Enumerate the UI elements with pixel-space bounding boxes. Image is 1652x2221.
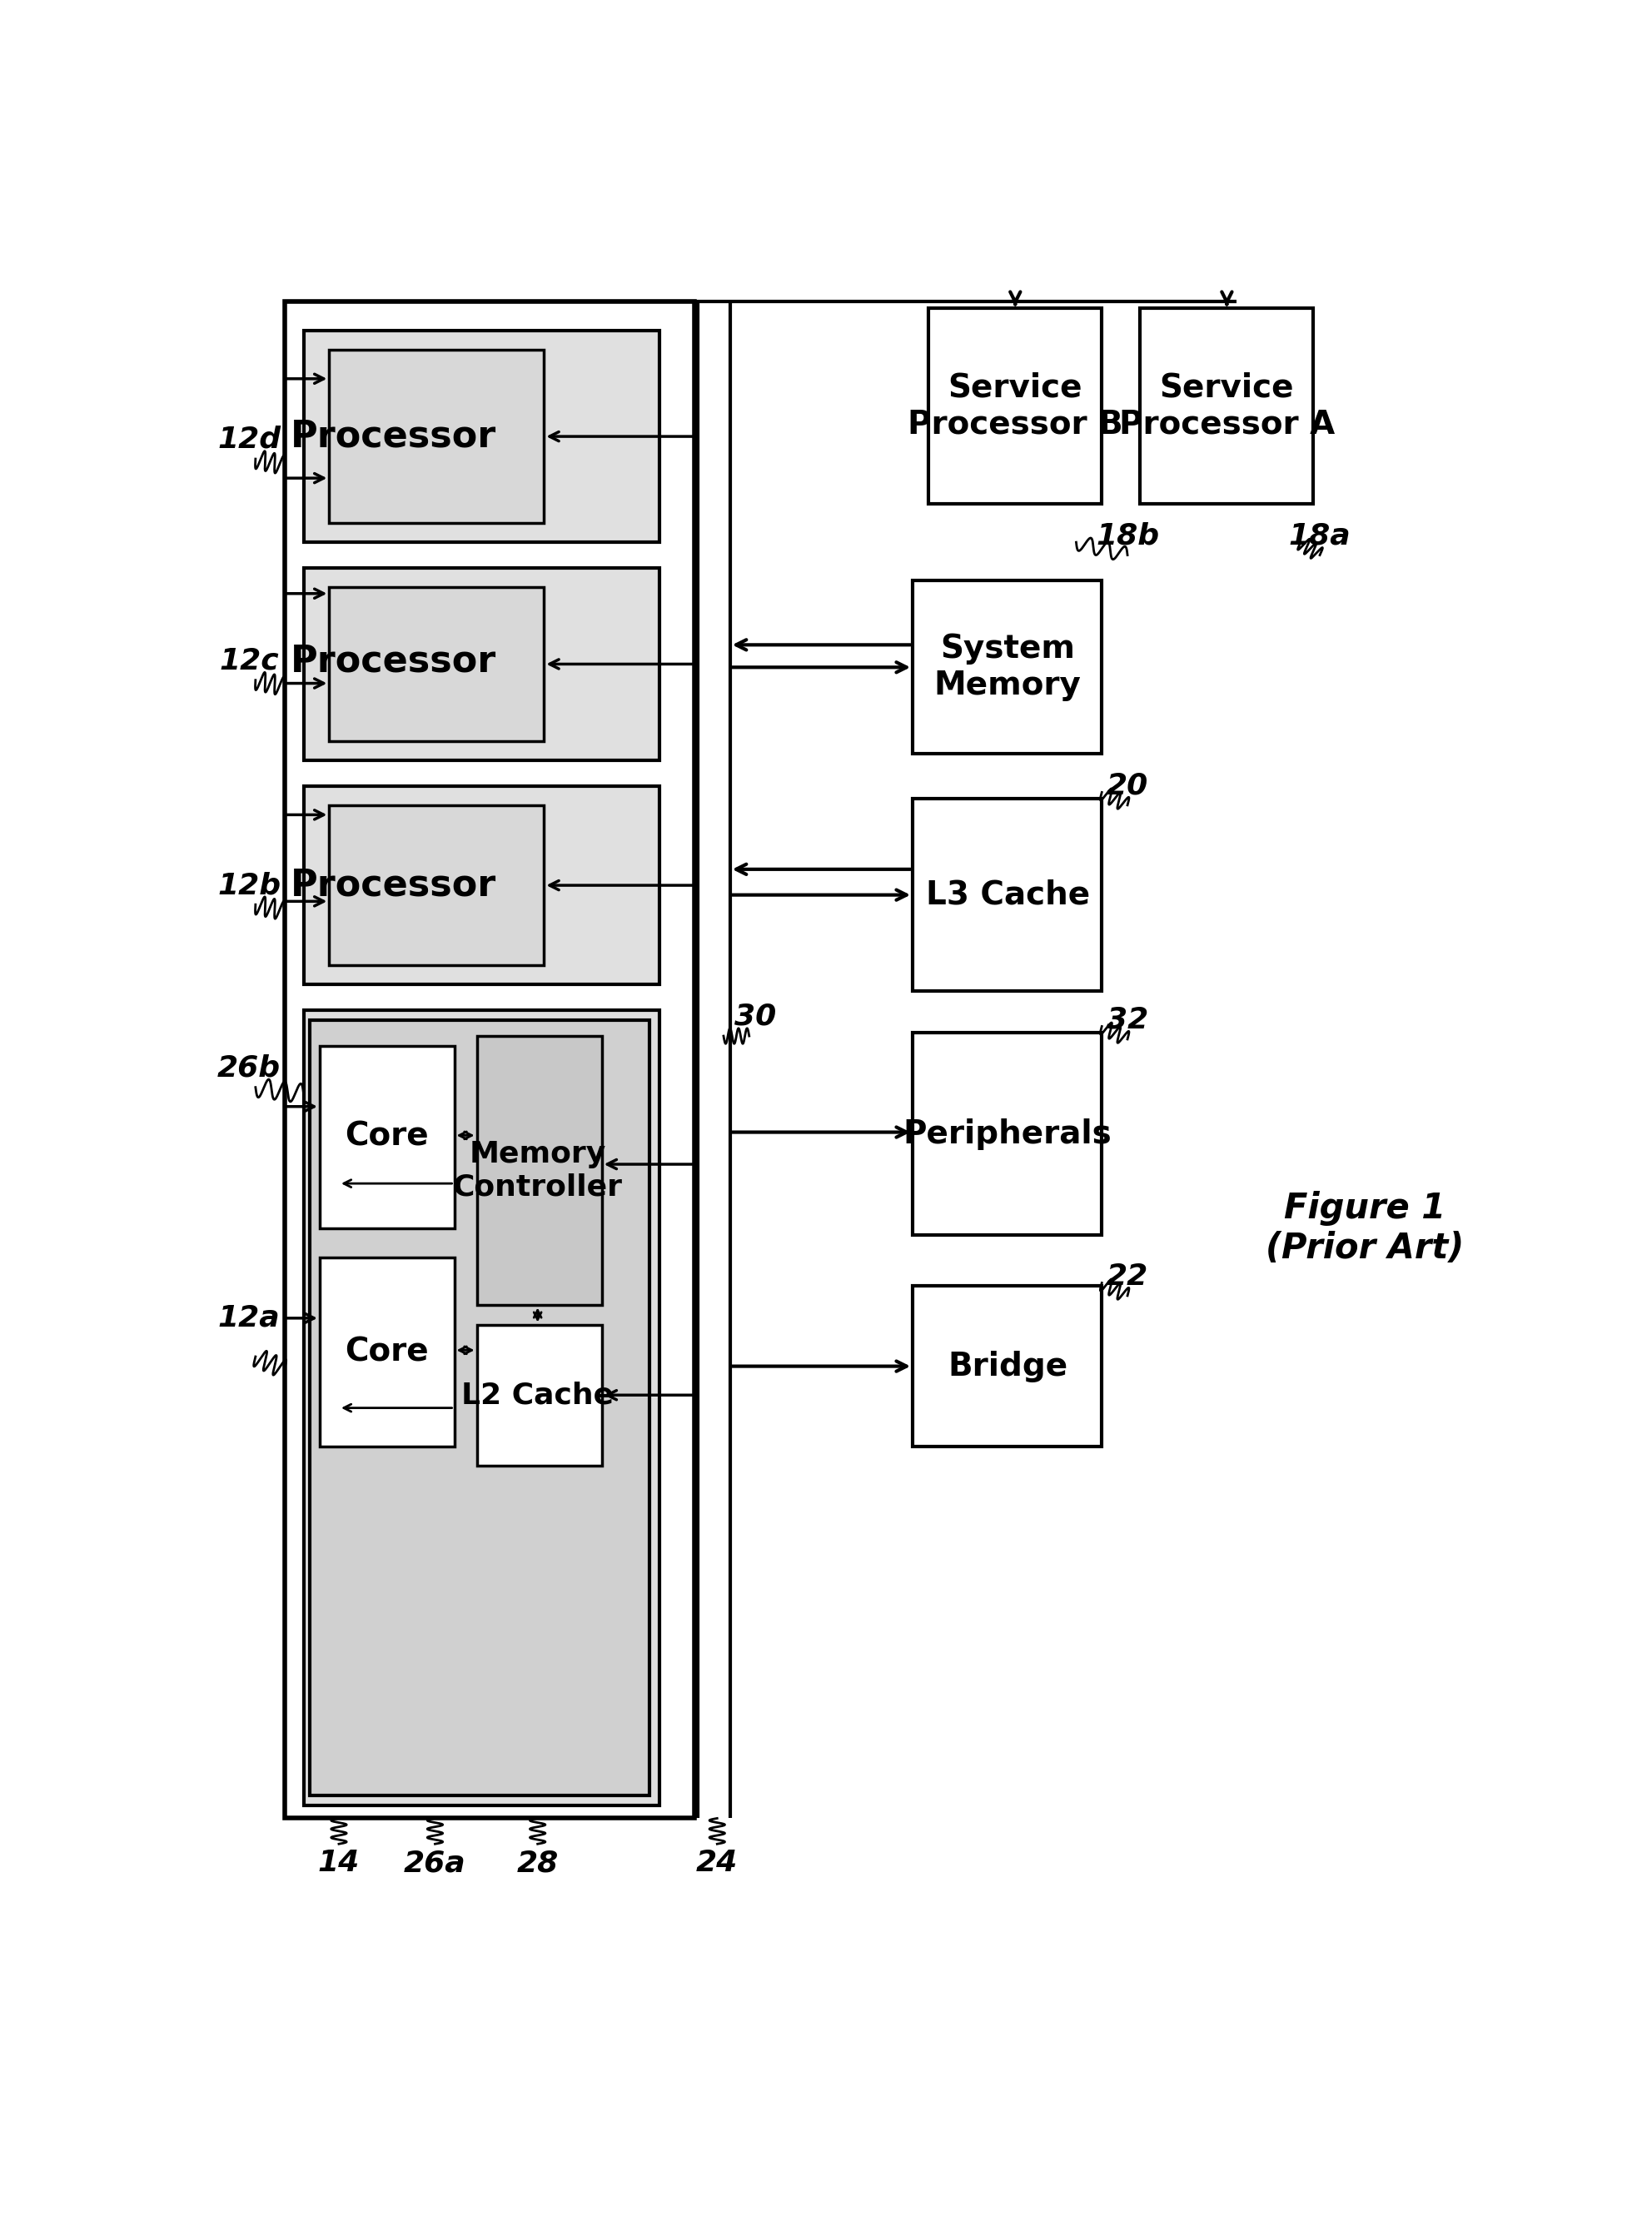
Text: L2 Cache: L2 Cache <box>461 1381 615 1410</box>
Bar <box>304 1011 659 1806</box>
Bar <box>912 800 1102 991</box>
Text: Processor: Processor <box>291 418 496 455</box>
Text: 12c: 12c <box>220 646 279 675</box>
Text: Processor: Processor <box>291 642 496 680</box>
Text: Core: Core <box>345 1122 430 1153</box>
Text: 20: 20 <box>1107 771 1148 800</box>
Bar <box>311 1019 649 1797</box>
Bar <box>477 1035 601 1306</box>
Text: 12a: 12a <box>218 1304 281 1333</box>
Bar <box>477 1324 601 1466</box>
Bar <box>319 1257 454 1446</box>
Bar <box>329 351 544 522</box>
Bar <box>912 580 1102 753</box>
Text: 30: 30 <box>735 1002 776 1031</box>
Text: 26b: 26b <box>218 1055 281 1082</box>
Bar <box>304 331 659 542</box>
Text: 22: 22 <box>1107 1262 1148 1290</box>
Text: Memory
Controller: Memory Controller <box>453 1139 623 1202</box>
Text: System
Memory: System Memory <box>933 633 1080 702</box>
Text: 28: 28 <box>517 1850 558 1877</box>
Text: 32: 32 <box>1107 1006 1148 1035</box>
Bar <box>912 1286 1102 1446</box>
Text: 12b: 12b <box>218 871 281 900</box>
Bar <box>304 786 659 984</box>
Bar <box>284 302 695 1819</box>
Text: 14: 14 <box>317 1850 360 1877</box>
Text: L3 Cache: L3 Cache <box>925 880 1090 911</box>
Bar <box>304 569 659 760</box>
Text: Bridge: Bridge <box>948 1350 1067 1381</box>
Bar <box>329 586 544 742</box>
Text: 18a: 18a <box>1289 522 1351 551</box>
Text: Figure 1
(Prior Art): Figure 1 (Prior Art) <box>1265 1190 1464 1266</box>
Text: Processor: Processor <box>291 868 496 904</box>
Text: 18b: 18b <box>1095 522 1160 551</box>
Text: 26a: 26a <box>405 1850 466 1877</box>
Bar <box>928 309 1102 504</box>
Text: Service
Processor A: Service Processor A <box>1118 373 1335 440</box>
Text: 24: 24 <box>695 1850 738 1877</box>
Bar <box>329 806 544 966</box>
Bar <box>319 1046 454 1228</box>
Bar <box>1140 309 1313 504</box>
Text: Peripherals: Peripherals <box>904 1119 1112 1150</box>
Text: 12d: 12d <box>218 426 281 453</box>
Text: Service
Processor B: Service Processor B <box>907 373 1123 440</box>
Bar <box>912 1033 1102 1235</box>
Text: Core: Core <box>345 1337 430 1368</box>
